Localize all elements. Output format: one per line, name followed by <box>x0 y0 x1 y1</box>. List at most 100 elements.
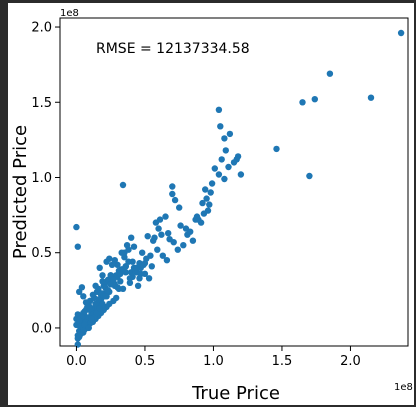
data-point <box>95 296 102 303</box>
data-point <box>180 242 187 249</box>
y-tick-label: 1.5 <box>31 96 52 111</box>
data-point <box>165 230 172 237</box>
data-point <box>211 165 218 172</box>
data-point <box>158 231 165 238</box>
x-tick-label: 0.5 <box>135 354 156 369</box>
data-point <box>208 180 216 187</box>
data-point <box>311 96 318 103</box>
data-point <box>122 263 129 270</box>
y-tick-label: 0.5 <box>31 246 52 261</box>
data-point <box>203 195 210 202</box>
data-point <box>202 186 209 193</box>
axis-ticks: 0.0 0.5 1.0 1.5 2.0 0.0 0.5 1.0 1.5 2.0 <box>31 21 360 369</box>
data-point <box>155 225 162 232</box>
data-point <box>119 181 127 189</box>
data-point <box>110 276 117 283</box>
data-point <box>129 258 136 265</box>
data-point <box>103 258 110 265</box>
data-point <box>169 183 176 190</box>
data-point <box>189 237 197 244</box>
x-tick-label: 1.5 <box>272 354 293 369</box>
data-point <box>226 130 234 138</box>
data-point <box>85 324 93 332</box>
y-tick-label: 1.0 <box>31 171 52 186</box>
data-point <box>163 257 171 264</box>
data-point <box>74 243 82 250</box>
data-point <box>133 264 140 271</box>
data-point <box>206 201 213 208</box>
data-point <box>104 287 112 294</box>
data-point <box>92 282 99 289</box>
data-point <box>170 239 177 246</box>
data-point <box>102 293 109 300</box>
data-point <box>137 270 144 277</box>
data-point <box>217 123 224 130</box>
plot-area <box>59 17 409 347</box>
y-axis-label: Predicted Price <box>10 125 31 259</box>
data-point <box>78 284 86 291</box>
y-tick-label: 2.0 <box>31 21 52 36</box>
data-point <box>121 254 128 261</box>
data-point <box>128 234 135 241</box>
data-point <box>326 70 334 77</box>
data-point <box>96 264 103 271</box>
data-point <box>195 216 202 223</box>
data-point <box>176 204 183 211</box>
data-point <box>139 249 146 256</box>
x-tick-label: 2.0 <box>340 354 361 369</box>
data-point <box>141 260 149 267</box>
data-point <box>169 190 176 198</box>
x-offset-label: 1e8 <box>394 382 413 393</box>
data-point <box>126 275 134 282</box>
rmse-annotation: RMSE = 12137334.58 <box>96 41 250 57</box>
data-point <box>73 223 80 231</box>
data-point <box>80 293 87 300</box>
data-point <box>151 234 158 241</box>
data-point <box>148 263 155 270</box>
data-point <box>152 219 160 226</box>
data-point <box>237 171 245 178</box>
data-point <box>218 156 225 163</box>
data-point <box>117 278 124 285</box>
data-point <box>177 222 184 229</box>
data-point <box>134 282 142 289</box>
data-point <box>222 147 229 154</box>
data-point <box>130 243 138 250</box>
data-point <box>199 199 206 207</box>
data-point <box>221 135 228 142</box>
x-tick-label: 0.0 <box>66 354 87 369</box>
data-point <box>299 99 306 106</box>
data-point <box>145 275 153 282</box>
data-point <box>174 246 181 253</box>
data-point <box>99 300 106 308</box>
data-point <box>234 153 242 160</box>
data-point <box>119 285 127 292</box>
data-point <box>171 196 179 204</box>
data-point <box>397 29 405 37</box>
data-point <box>215 106 223 114</box>
data-point <box>207 189 214 196</box>
data-point <box>200 210 208 217</box>
x-tick-label: 1.0 <box>203 354 224 369</box>
data-point <box>221 175 228 183</box>
data-point <box>159 252 166 259</box>
data-point <box>125 246 132 253</box>
data-point <box>88 315 95 323</box>
data-point <box>76 317 83 324</box>
data-point <box>144 233 151 240</box>
data-point <box>76 333 83 341</box>
data-point <box>89 291 97 298</box>
scatter-points <box>73 29 405 348</box>
data-point <box>162 213 169 220</box>
data-point <box>108 261 116 268</box>
x-axis-label: True Price <box>191 383 280 404</box>
data-point <box>273 145 280 153</box>
data-point <box>122 269 129 276</box>
y-offset-label: 1e8 <box>60 8 79 19</box>
data-point <box>187 228 194 235</box>
data-point <box>74 341 82 348</box>
data-point <box>154 246 161 253</box>
data-point <box>114 284 121 291</box>
data-point <box>126 279 134 286</box>
